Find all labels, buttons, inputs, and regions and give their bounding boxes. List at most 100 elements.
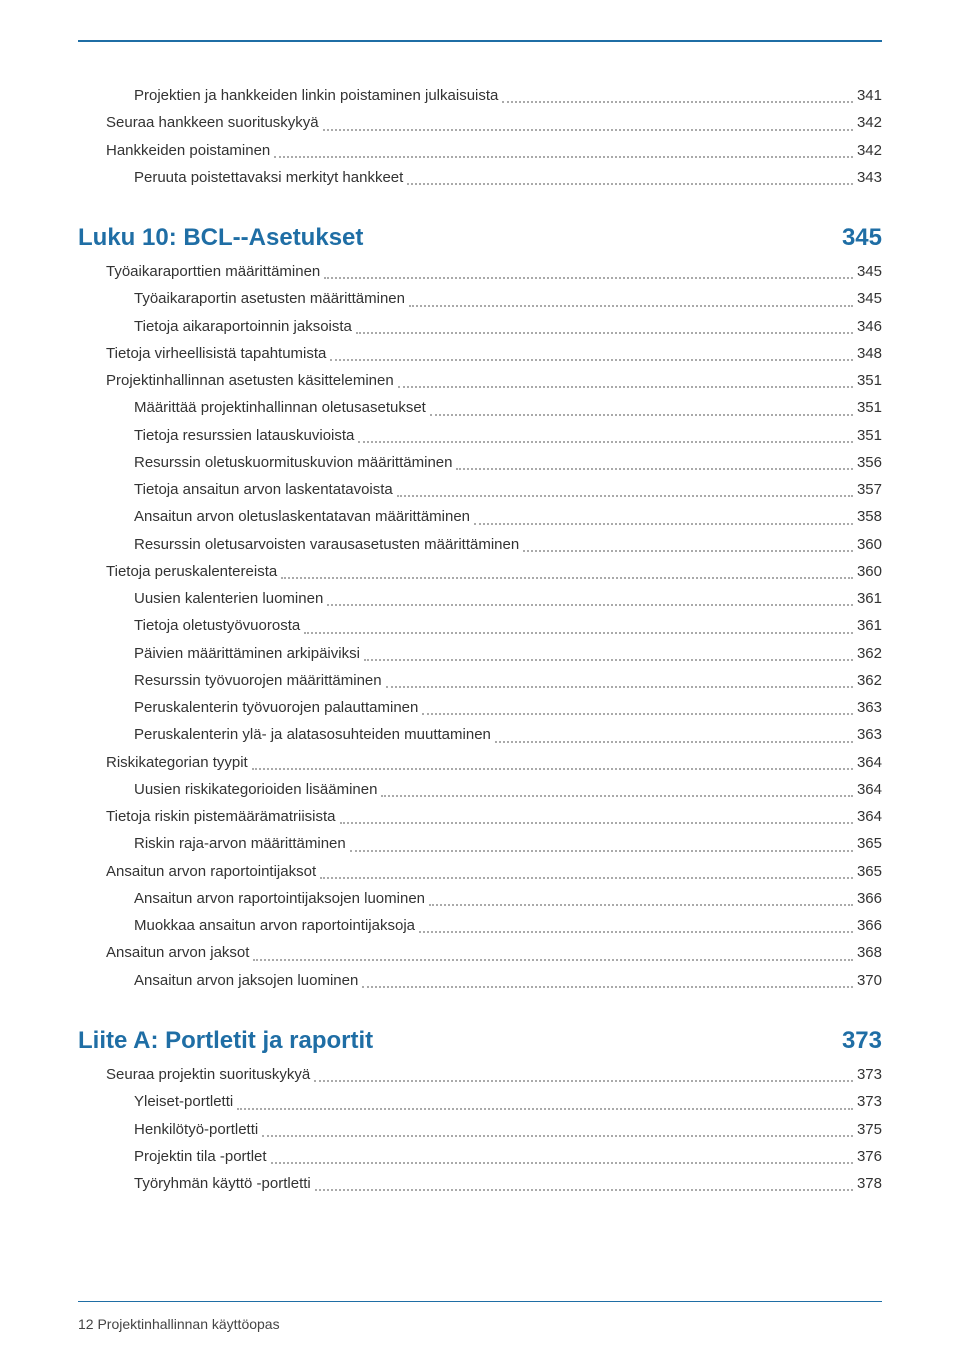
toc-leader-dots bbox=[324, 277, 853, 279]
toc-row[interactable]: Riskin raja-arvon määrittäminen365 bbox=[78, 832, 882, 855]
toc-row[interactable]: Resurssin oletusarvoisten varausasetuste… bbox=[78, 533, 882, 556]
toc-row[interactable]: Seuraa hankkeen suorituskykyä342 bbox=[78, 111, 882, 134]
toc-leader-dots bbox=[409, 305, 853, 307]
toc-row[interactable]: Seuraa projektin suorituskykyä 373 bbox=[78, 1063, 882, 1086]
toc-leader-dots bbox=[422, 713, 853, 715]
toc-leader-dots bbox=[429, 904, 853, 906]
document-page: Projektien ja hankkeiden linkin poistami… bbox=[0, 0, 960, 1362]
toc-row[interactable]: Tietoja resurssien latauskuvioista351 bbox=[78, 424, 882, 447]
toc-row[interactable]: Resurssin työvuorojen määrittäminen362 bbox=[78, 669, 882, 692]
toc-row[interactable]: Tietoja riskin pistemäärämatriisista364 bbox=[78, 805, 882, 828]
toc-label: Työryhmän käyttö -portletti bbox=[134, 1172, 311, 1195]
toc-row[interactable]: Muokkaa ansaitun arvon raportointijaksoj… bbox=[78, 914, 882, 937]
table-of-contents: Projektien ja hankkeiden linkin poistami… bbox=[78, 84, 882, 1195]
toc-leader-dots bbox=[304, 632, 853, 634]
toc-label: Peruuta poistettavaksi merkityt hankkeet bbox=[134, 166, 403, 189]
toc-leader-dots bbox=[237, 1108, 853, 1110]
toc-page-number: 364 bbox=[857, 778, 882, 801]
toc-label: Projektinhallinnan asetusten käsittelemi… bbox=[106, 369, 394, 392]
toc-row[interactable]: Peruskalenterin työvuorojen palauttamine… bbox=[78, 696, 882, 719]
toc-row[interactable]: Projektinhallinnan asetusten käsittelemi… bbox=[78, 369, 882, 392]
toc-row[interactable]: Tietoja oletustyövuorosta361 bbox=[78, 614, 882, 637]
toc-page-number: 366 bbox=[857, 887, 882, 910]
toc-heading-row[interactable]: Liite A: Portletit ja raportit373 bbox=[78, 1022, 882, 1059]
toc-page-number: 364 bbox=[857, 751, 882, 774]
toc-label: Tietoja aikaraportoinnin jaksoista bbox=[134, 315, 352, 338]
toc-page-number: 360 bbox=[857, 533, 882, 556]
toc-leader-dots bbox=[398, 386, 853, 388]
toc-page-number: 365 bbox=[857, 860, 882, 883]
toc-label: Peruskalenterin ylä- ja alatasosuhteiden… bbox=[134, 723, 491, 746]
toc-page-number: 361 bbox=[857, 614, 882, 637]
toc-page-number: 373 bbox=[857, 1063, 882, 1086]
toc-leader-dots bbox=[252, 768, 853, 770]
toc-leader-dots bbox=[327, 604, 853, 606]
toc-row[interactable]: Tietoja ansaitun arvon laskentatavoista3… bbox=[78, 478, 882, 501]
toc-leader-dots bbox=[330, 359, 853, 361]
toc-row[interactable]: Työryhmän käyttö -portletti 378 bbox=[78, 1172, 882, 1195]
toc-row[interactable]: Ansaitun arvon jaksot368 bbox=[78, 941, 882, 964]
toc-label: Määrittää projektinhallinnan oletusasetu… bbox=[134, 396, 426, 419]
toc-leader-dots bbox=[367, 251, 838, 252]
toc-row[interactable]: Tietoja peruskalentereista360 bbox=[78, 560, 882, 583]
toc-leader-dots bbox=[281, 577, 853, 579]
toc-row[interactable]: Ansaitun arvon jaksojen luominen370 bbox=[78, 969, 882, 992]
toc-page-number: 373 bbox=[842, 1022, 882, 1059]
toc-label: Työaikaraporttien määrittäminen bbox=[106, 260, 320, 283]
toc-row[interactable]: Henkilötyö-portletti375 bbox=[78, 1118, 882, 1141]
toc-label: Projektin tila -portlet bbox=[134, 1145, 267, 1168]
toc-label: Tietoja peruskalentereista bbox=[106, 560, 277, 583]
page-footer: 12 Projektinhallinnan käyttöopas bbox=[78, 1316, 280, 1332]
toc-row[interactable]: Peruskalenterin ylä- ja alatasosuhteiden… bbox=[78, 723, 882, 746]
toc-row[interactable]: Ansaitun arvon oletuslaskentatavan määri… bbox=[78, 505, 882, 528]
toc-row[interactable]: Riskikategorian tyypit 364 bbox=[78, 751, 882, 774]
toc-leader-dots bbox=[315, 1189, 853, 1191]
toc-row[interactable]: Ansaitun arvon raportointijaksojen luomi… bbox=[78, 887, 882, 910]
toc-row[interactable]: Resurssin oletuskuormituskuvion määrittä… bbox=[78, 451, 882, 474]
toc-row[interactable]: Työaikaraportin asetusten määrittäminen3… bbox=[78, 287, 882, 310]
toc-row[interactable]: Tietoja aikaraportoinnin jaksoista346 bbox=[78, 315, 882, 338]
toc-page-number: 366 bbox=[857, 914, 882, 937]
toc-page-number: 351 bbox=[857, 424, 882, 447]
section-gap bbox=[78, 996, 882, 1018]
toc-page-number: 351 bbox=[857, 369, 882, 392]
toc-label: Riskikategorian tyypit bbox=[106, 751, 248, 774]
toc-label: Henkilötyö-portletti bbox=[134, 1118, 258, 1141]
toc-label: Luku 10: BCL--Asetukset bbox=[78, 219, 363, 256]
toc-page-number: 348 bbox=[857, 342, 882, 365]
toc-label: Seuraa projektin suorituskykyä bbox=[106, 1063, 310, 1086]
toc-row[interactable]: Yleiset-portletti373 bbox=[78, 1090, 882, 1113]
toc-leader-dots bbox=[274, 156, 853, 158]
toc-page-number: 378 bbox=[857, 1172, 882, 1195]
toc-row[interactable]: Päivien määrittäminen arkipäiviksi362 bbox=[78, 642, 882, 665]
toc-label: Resurssin oletuskuormituskuvion määrittä… bbox=[134, 451, 452, 474]
toc-row[interactable]: Ansaitun arvon raportointijaksot365 bbox=[78, 860, 882, 883]
toc-leader-dots bbox=[314, 1080, 853, 1082]
toc-leader-dots bbox=[430, 414, 853, 416]
toc-row[interactable]: Tietoja virheellisistä tapahtumista348 bbox=[78, 342, 882, 365]
toc-page-number: 362 bbox=[857, 669, 882, 692]
toc-row[interactable]: Peruuta poistettavaksi merkityt hankkeet… bbox=[78, 166, 882, 189]
toc-row[interactable]: Projektin tila -portlet376 bbox=[78, 1145, 882, 1168]
toc-row[interactable]: Hankkeiden poistaminen342 bbox=[78, 139, 882, 162]
page-number: 12 bbox=[78, 1316, 94, 1332]
footer-title: Projektinhallinnan käyttöopas bbox=[97, 1316, 279, 1332]
toc-label: Yleiset-portletti bbox=[134, 1090, 233, 1113]
toc-row[interactable]: Projektien ja hankkeiden linkin poistami… bbox=[78, 84, 882, 107]
toc-leader-dots bbox=[362, 986, 853, 988]
toc-page-number: 356 bbox=[857, 451, 882, 474]
toc-label: Resurssin oletusarvoisten varausasetuste… bbox=[134, 533, 519, 556]
toc-page-number: 345 bbox=[857, 287, 882, 310]
toc-row[interactable]: Uusien kalenterien luominen361 bbox=[78, 587, 882, 610]
toc-label: Uusien kalenterien luominen bbox=[134, 587, 323, 610]
toc-heading-row[interactable]: Luku 10: BCL--Asetukset345 bbox=[78, 219, 882, 256]
toc-row[interactable]: Uusien riskikategorioiden lisääminen 364 bbox=[78, 778, 882, 801]
toc-leader-dots bbox=[419, 931, 853, 933]
toc-leader-dots bbox=[523, 550, 853, 552]
toc-label: Uusien riskikategorioiden lisääminen bbox=[134, 778, 377, 801]
toc-page-number: 370 bbox=[857, 969, 882, 992]
toc-row[interactable]: Määrittää projektinhallinnan oletusasetu… bbox=[78, 396, 882, 419]
toc-leader-dots bbox=[323, 129, 853, 131]
toc-page-number: 341 bbox=[857, 84, 882, 107]
toc-row[interactable]: Työaikaraporttien määrittäminen345 bbox=[78, 260, 882, 283]
